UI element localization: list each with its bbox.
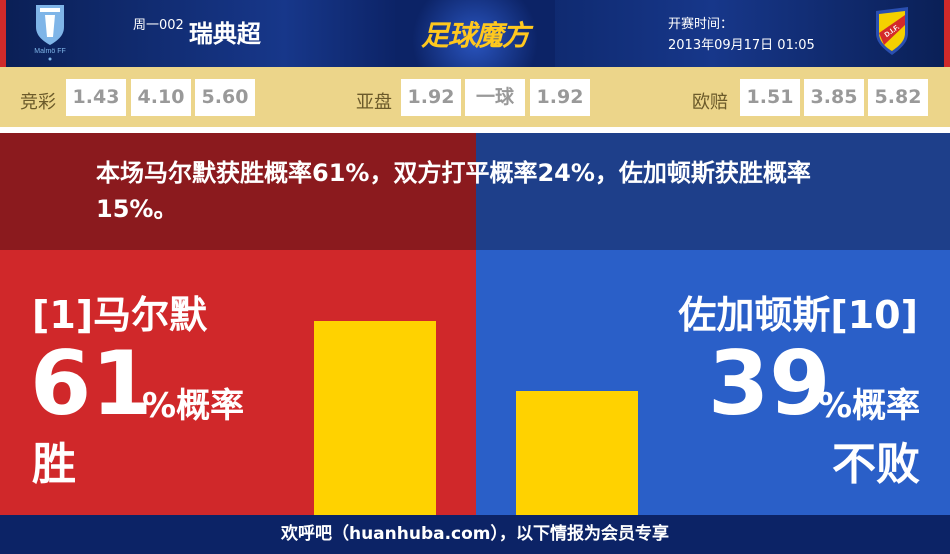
logo: 足球魔方 [420,19,530,52]
away-percent-label: %概率 [818,386,921,426]
summary-bg-home [0,133,476,250]
summary-text: 本场马尔默获胜概率61%，双方打平概率24%，佐加顿斯获胜概率15%。 [96,159,811,223]
yp-odd: 1.92 [401,79,461,116]
header: Malmö FF 周一002 瑞典超 足球魔方 开赛时间： 2013年09月17… [0,0,950,67]
match-code: 周一002 [133,18,184,33]
jc-label: 竞彩 [20,92,56,113]
left-edge [0,0,6,67]
yp-label: 亚盘 [356,92,392,113]
home-result: 胜 [32,439,76,490]
home-crest-icon: Malmö FF [34,5,66,61]
time-value: 2013年09月17日 01:05 [668,38,815,53]
home-crest-text: Malmö FF [34,48,66,55]
yp-handicap: 一球 [465,79,525,116]
footer[interactable]: 欢呼吧（huanhuba.com），以下情报为会员专享 [0,515,950,554]
league-name: 瑞典超 [188,20,261,48]
time-label: 开赛时间： [668,17,734,32]
summary-bg-away [476,133,950,250]
away-percent: 39 [708,332,831,435]
yp-odd: 1.92 [530,79,590,116]
home-team-name: [1]马尔默 [32,293,208,337]
jc-odd: 4.10 [131,79,191,116]
league-info: 周一002 瑞典超 [133,14,261,49]
away-probability-bar [516,390,638,515]
oz-odd: 3.85 [804,79,864,116]
home-percent: 61 [30,332,153,435]
oz-odd: 1.51 [740,79,800,116]
oz-label: 欧赔 [692,92,728,113]
oz-odd: 5.82 [868,79,928,116]
jc-odd: 5.60 [195,79,255,116]
match-time: 开赛时间： 2013年09月17日 01:05 [668,14,815,56]
home-percent-label: %概率 [142,386,245,426]
home-probability-bar [314,321,436,515]
logo-area: 足球魔方 [395,0,555,67]
away-crest-icon: D.I.F. [876,7,908,55]
odds-bar: 竞彩 1.43 4.10 5.60 亚盘 1.92 一球 1.92 欧赔 1.5… [0,67,950,127]
away-result: 不败 [832,439,920,490]
away-team-name: 佐加顿斯[10] [678,293,918,337]
jc-odd: 1.43 [66,79,126,116]
right-edge [944,0,950,67]
